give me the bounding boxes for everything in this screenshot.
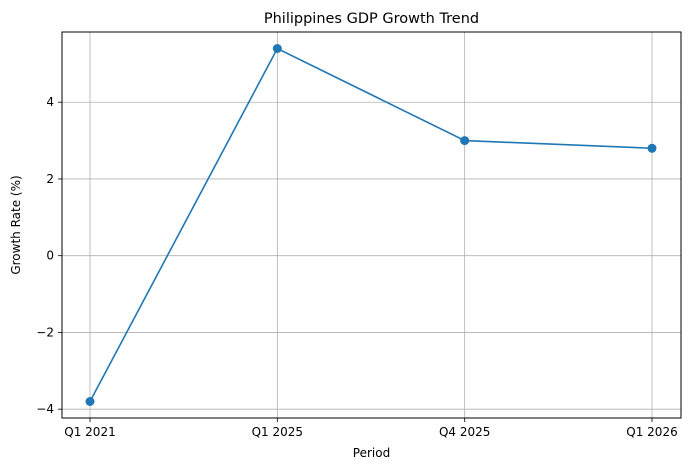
chart-title: Philippines GDP Growth Trend <box>264 11 479 27</box>
y-tick-label: −4 <box>36 402 54 416</box>
y-tick-label: 4 <box>46 95 54 109</box>
grid <box>62 32 681 418</box>
series <box>85 43 657 407</box>
data-point <box>460 136 470 146</box>
x-axis-label: Period <box>353 446 390 460</box>
plot-frame <box>61 31 682 419</box>
data-point <box>272 43 282 53</box>
ticks: Q1 2021 Q1 2025 Q4 2025 Q1 2026 −4 −2 0 2 4 <box>36 95 677 439</box>
x-tick-label: Q1 2021 <box>64 425 115 439</box>
y-tick-label: −2 <box>36 325 54 339</box>
data-point <box>647 143 657 153</box>
x-tick-label: Q4 2025 <box>439 425 490 439</box>
series-line <box>89 47 653 402</box>
x-tick-label: Q1 2026 <box>626 425 677 439</box>
y-axis-label: Growth Rate (%) <box>9 175 23 274</box>
y-tick-label: 0 <box>46 249 54 263</box>
data-point <box>85 397 95 407</box>
x-tick-label: Q1 2025 <box>252 425 303 439</box>
y-tick-label: 2 <box>46 172 54 186</box>
